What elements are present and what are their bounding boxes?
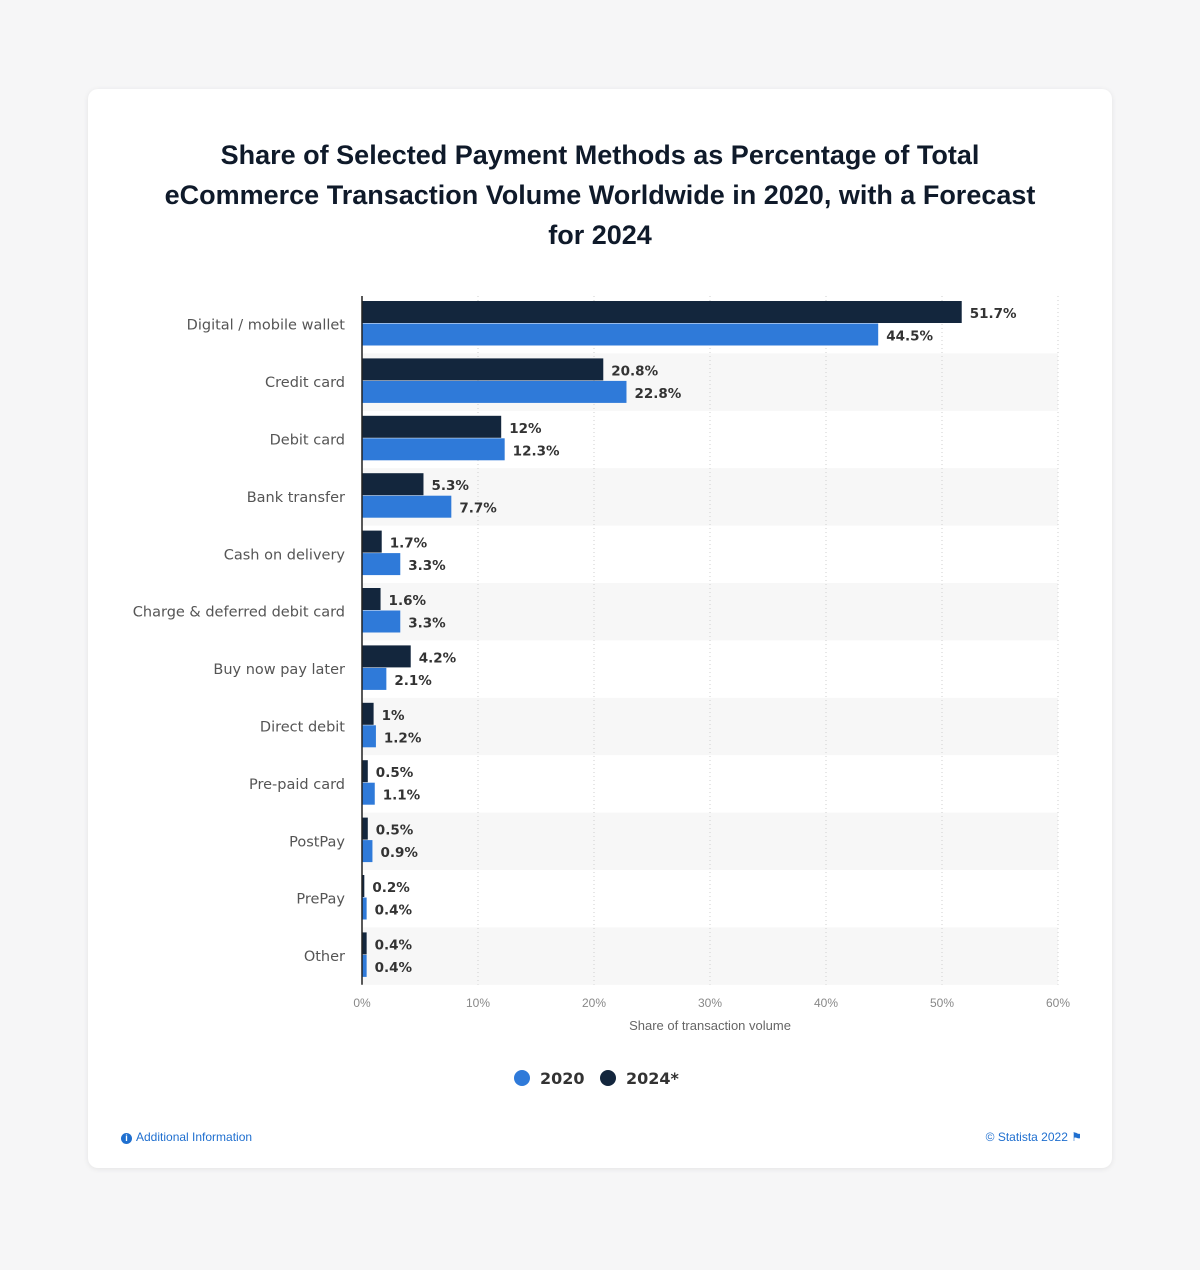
row-band <box>362 583 1058 641</box>
data-label: 0.4% <box>375 937 413 953</box>
data-label: 3.3% <box>408 558 446 574</box>
bar-2020 <box>362 380 627 403</box>
bar-2020 <box>362 323 879 346</box>
x-tick-label: 0% <box>353 996 371 1010</box>
data-label: 0.4% <box>375 903 413 919</box>
x-tick-label: 60% <box>1046 996 1070 1010</box>
data-label: 2.1% <box>394 673 432 689</box>
bar-2020 <box>362 954 367 977</box>
x-tick-label: 10% <box>466 996 490 1010</box>
category-label: Buy now pay later <box>213 662 345 678</box>
x-tick-label: 50% <box>930 996 954 1010</box>
bar-2024 <box>362 301 962 323</box>
data-label: 5.3% <box>431 478 469 494</box>
category-label: Digital / mobile wallet <box>187 318 346 334</box>
bar-2020 <box>362 667 387 690</box>
category-label: Other <box>304 949 345 965</box>
data-label: 0.5% <box>376 765 414 781</box>
data-label: 4.2% <box>419 650 457 666</box>
x-axis-title: Share of transaction volume <box>629 1018 791 1033</box>
data-label: 1% <box>382 708 405 724</box>
category-label: Bank transfer <box>247 490 345 506</box>
category-label: Cash on delivery <box>224 547 346 563</box>
bar-2024 <box>362 932 367 955</box>
data-label: 20.8% <box>611 363 658 379</box>
data-label: 1.2% <box>384 730 422 746</box>
data-label: 1.6% <box>389 593 427 609</box>
bar-2020 <box>362 782 375 805</box>
x-tick-label: 20% <box>582 996 606 1010</box>
legend-label: 2020 <box>540 1069 585 1088</box>
statista-copyright-link[interactable]: © Statista 2022 ⚑ <box>986 1130 1082 1144</box>
bar-2024 <box>362 588 381 610</box>
bar-2020 <box>362 438 505 461</box>
category-label: Direct debit <box>260 720 345 736</box>
bar-2024 <box>362 760 368 783</box>
data-label: 0.9% <box>380 845 418 861</box>
row-band <box>362 812 1058 870</box>
info-label: Additional Information <box>136 1130 253 1144</box>
category-label: Charge & deferred debit card <box>133 605 345 621</box>
chart-title: Share of Selected Payment Methods as Per… <box>164 140 1036 250</box>
bar-2024 <box>362 530 382 553</box>
info-icon: i <box>121 1133 132 1144</box>
category-label: Pre-paid card <box>249 777 345 793</box>
data-label: 44.5% <box>886 329 933 345</box>
additional-information-link[interactable]: i Additional Information <box>121 1130 252 1144</box>
bar-2020 <box>362 840 373 863</box>
data-label: 1.7% <box>390 536 428 552</box>
data-label: 1.1% <box>383 788 421 804</box>
category-label: Credit card <box>265 375 345 391</box>
category-label: PostPay <box>289 834 345 850</box>
data-label: 0.2% <box>372 880 410 896</box>
flag-icon: ⚑ <box>1071 1130 1082 1144</box>
bar-2020 <box>362 725 376 748</box>
data-label: 22.8% <box>634 386 681 402</box>
bar-2024 <box>362 645 411 668</box>
bar-2020 <box>362 610 401 633</box>
data-label: 12% <box>509 421 542 437</box>
bar-2024 <box>362 702 374 725</box>
data-label: 0.4% <box>375 960 413 976</box>
bar-2024 <box>362 473 424 496</box>
bar-2020 <box>362 553 401 576</box>
legend-marker <box>514 1070 530 1086</box>
data-label: 0.5% <box>376 823 414 839</box>
bar-2024 <box>362 875 365 897</box>
data-label: 51.7% <box>970 306 1017 322</box>
category-label: Debit card <box>270 433 345 449</box>
data-label: 3.3% <box>408 616 446 632</box>
x-tick-label: 30% <box>698 996 722 1010</box>
legend-marker <box>600 1070 616 1086</box>
category-label: PrePay <box>296 892 345 908</box>
bar-2020 <box>362 897 367 920</box>
bar-2024 <box>362 358 604 381</box>
bar-2020 <box>362 495 452 518</box>
bar-2024 <box>362 817 368 840</box>
copyright-label: © Statista 2022 <box>985 1130 1068 1144</box>
data-label: 7.7% <box>459 501 497 517</box>
legend-label: 2024* <box>626 1069 680 1088</box>
bar-2024 <box>362 415 502 438</box>
row-band <box>362 697 1058 756</box>
data-label: 12.3% <box>513 443 560 459</box>
x-tick-label: 40% <box>814 996 838 1010</box>
